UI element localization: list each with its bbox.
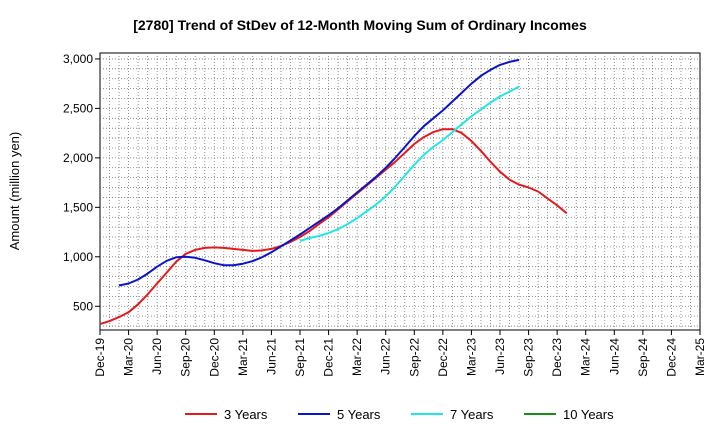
x-tick-label: Sep-22 xyxy=(407,338,421,377)
x-tick-label: Dec-23 xyxy=(550,338,564,377)
x-tick-label: Jun-24 xyxy=(607,338,621,375)
x-tick-label: Dec-21 xyxy=(322,338,336,377)
y-axis-label: Amount (million yen) xyxy=(7,132,22,251)
x-tick-label: Jun-22 xyxy=(379,338,393,375)
y-tick-label: 1,500 xyxy=(63,200,93,214)
x-tick-label: Dec-20 xyxy=(207,338,221,377)
x-tick-label: Dec-19 xyxy=(93,338,107,377)
x-tick-label: Mar-24 xyxy=(579,338,593,376)
y-tick-label: 2,500 xyxy=(63,101,93,115)
x-tick-label: Jun-23 xyxy=(493,338,507,375)
series-line-7-years xyxy=(299,85,520,242)
series-line-5-years xyxy=(118,58,520,287)
plot-area xyxy=(99,52,701,331)
legend-label-5-years: 5 Years xyxy=(337,407,381,422)
series-lines xyxy=(99,58,568,326)
x-tick-label: Mar-23 xyxy=(464,338,478,376)
x-tick-label: Sep-23 xyxy=(522,338,536,377)
legend-label-10-years: 10 Years xyxy=(563,407,614,422)
x-tick-label: Jun-20 xyxy=(150,338,164,375)
y-tick-label: 2,000 xyxy=(63,151,93,165)
x-axis: Dec-19 Mar-20 Jun-20 Sep-20 Dec-20 Mar-21 Jun-… xyxy=(93,330,707,377)
grid xyxy=(100,53,700,330)
x-tick-label: Jun-21 xyxy=(264,338,278,375)
series-line-3-years xyxy=(99,128,568,326)
x-tick-label: Dec-22 xyxy=(436,338,450,377)
y-tick-label: 1,000 xyxy=(63,250,93,264)
x-tick-label: Dec-24 xyxy=(664,338,678,377)
y-axis: 500 1,000 1,500 2,000 2,500 3,000 xyxy=(63,52,100,313)
y-tick-label: 500 xyxy=(73,299,93,313)
x-tick-label: Mar-21 xyxy=(236,338,250,376)
x-tick-label: Sep-21 xyxy=(293,338,307,377)
x-tick-label: Mar-22 xyxy=(350,338,364,376)
legend-label-3-years: 3 Years xyxy=(224,407,268,422)
x-tick-label: Mar-25 xyxy=(693,338,707,376)
legend-label-7-years: 7 Years xyxy=(450,407,494,422)
x-tick-label: Sep-24 xyxy=(636,338,650,377)
legend: 3 Years 5 Years 7 Years 10 Years xyxy=(185,407,614,422)
chart-title: [2780] Trend of StDev of 12-Month Moving… xyxy=(133,17,587,33)
y-tick-label: 3,000 xyxy=(63,52,93,66)
x-tick-label: Sep-20 xyxy=(179,338,193,377)
x-tick-label: Mar-20 xyxy=(122,338,136,376)
